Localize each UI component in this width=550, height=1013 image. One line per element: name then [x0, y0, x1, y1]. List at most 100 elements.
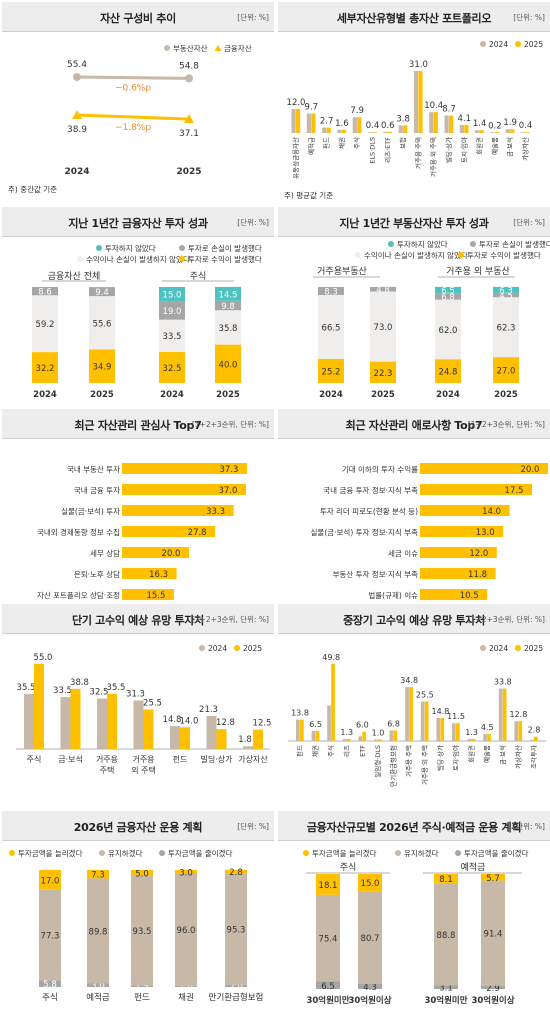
- data-label: 3.1: [439, 984, 453, 994]
- data-label: 2.0: [229, 982, 243, 992]
- bar: [216, 729, 227, 749]
- y-tick-label: 국내 금융 투자 정보·지식 부족: [323, 485, 418, 495]
- bar: [342, 738, 347, 741]
- bar-segment: [370, 361, 396, 383]
- x-tick-label: 가상자산: [521, 137, 530, 161]
- unit-label: [단위: %]: [513, 218, 545, 227]
- bar: [405, 687, 409, 741]
- x-tick-label: 2024: [436, 390, 460, 400]
- bar: [420, 568, 496, 579]
- data-label: 6.0: [356, 721, 369, 730]
- bar: [122, 484, 246, 495]
- bar: [471, 738, 476, 741]
- unit-label: [1+2+3순위, 단위: %]: [191, 420, 269, 429]
- data-label: 6.5: [441, 287, 455, 297]
- bar: [521, 132, 526, 133]
- bar: [420, 505, 510, 516]
- legend-label-increase: 투자금액을 늘리겠다: [18, 848, 83, 858]
- data-label: 77.3: [41, 931, 60, 941]
- bar-segment: [159, 351, 185, 383]
- legend-swatch-keep: [395, 850, 401, 856]
- group-label: 금융자산 전체: [48, 271, 101, 282]
- data-point: [185, 74, 193, 83]
- data-label: 12.5: [253, 719, 272, 729]
- data-label: 4.5: [481, 723, 494, 732]
- data-label: 62.3: [497, 324, 516, 334]
- bar-segment: [434, 985, 458, 989]
- bar-segment: [131, 870, 153, 876]
- data-label: 73.0: [374, 323, 393, 333]
- x-tick-label: 주식: [27, 755, 42, 764]
- panel-asset-composition: 자산 구성비 추이 [단위: %] 부동산자산 금융자산 55.4 54.8 −0.6%p…: [2, 2, 274, 204]
- data-label: 37.3: [219, 465, 238, 475]
- bar-segment: [435, 293, 461, 300]
- data-point: [73, 73, 81, 81]
- data-label: 1.3: [340, 728, 353, 737]
- bar-segment: [358, 891, 382, 985]
- x-tick-label: 리츠·ETF: [383, 137, 392, 163]
- data-label: 33.3: [206, 507, 225, 517]
- panel-title: 중장기 고수익 예상 유망 투자처: [343, 614, 485, 627]
- data-label: 3.0: [91, 982, 105, 992]
- bar: [420, 484, 532, 495]
- data-label: 1.0: [179, 983, 193, 993]
- legend-label-profit: 투자로 수익이 발생했다: [467, 250, 541, 260]
- data-label: 14.5: [219, 290, 238, 300]
- x-tick-label: 가상자산: [513, 745, 522, 769]
- bar: [122, 547, 189, 558]
- data-label: 12.8: [216, 718, 235, 728]
- x-tick-label: 펀드: [173, 755, 188, 764]
- panel-portfolio: 세부자산유형별 총자산 포트폴리오 [단위: %] 2024 2025 12.0 유동성…: [278, 2, 550, 204]
- panel-title: 지난 1년간 금융자산 투자 성과: [68, 217, 208, 230]
- legend-label-decrease: 투자금액을 줄이겠다: [168, 848, 233, 858]
- panel-header: 최근 자산관리 애로사항 Top7 [1+2+3순위, 단위: %]: [278, 409, 550, 439]
- bar: [518, 721, 523, 741]
- panel-header: 금융자산규모별 2026년 주식·예적금 운용 계획 [단위: %]: [278, 811, 550, 841]
- x-tick-label: 2025: [216, 390, 240, 400]
- data-label: 15.0: [361, 879, 380, 889]
- legend-swatch-not-invested: [388, 241, 394, 247]
- bar: [315, 730, 320, 741]
- panel-title: 단기 고수익 예상 유망 투자처: [72, 614, 204, 627]
- bar: [170, 726, 180, 749]
- panel-title: 세부자산유형별 총자산 포트폴리오: [336, 12, 492, 25]
- data-label: 35.5: [107, 683, 126, 693]
- bar: [24, 693, 34, 749]
- x-tick-label: 가상자산: [238, 754, 268, 764]
- bar: [341, 129, 347, 133]
- bar: [444, 115, 449, 133]
- data-label: 14.0: [482, 507, 501, 517]
- panel-difficulties: 최근 자산관리 애로사항 Top7 [1+2+3순위, 단위: %] 20.0 기대…: [278, 409, 550, 611]
- data-label: 3.8: [396, 114, 410, 124]
- bar-segment: [87, 878, 109, 984]
- data-label: 15.0: [163, 291, 182, 301]
- bar-segment: [370, 286, 396, 292]
- bar: [456, 723, 460, 741]
- bar-segment: [175, 873, 197, 986]
- bar: [206, 715, 217, 749]
- bar: [133, 700, 144, 749]
- data-label: 88.8: [437, 931, 456, 941]
- bar-segment: [493, 357, 519, 383]
- bar: [346, 738, 351, 741]
- unit-label: [단위: %]: [237, 218, 269, 227]
- legend-swatch-2025: [515, 41, 521, 47]
- legend-label-none: 수익이나 손실이 발생하지 않았다: [364, 250, 468, 260]
- legend-label-loss: 투자로 손실이 발생했다: [479, 239, 550, 249]
- bar: [464, 124, 469, 133]
- x-tick-label: 펀드: [134, 993, 150, 1003]
- footnote: 주) 평균값 기준: [284, 190, 333, 200]
- bar: [389, 730, 394, 741]
- data-label: 33.8: [494, 678, 512, 687]
- bar: [420, 589, 488, 600]
- data-label: 8.7: [442, 105, 456, 115]
- x-tick-label: 2024: [319, 390, 343, 400]
- legend-label-loss: 투자로 손실이 발생했다: [188, 243, 262, 253]
- bar: [322, 127, 327, 133]
- legend-label-2025: 2025: [524, 40, 543, 49]
- bar: [459, 124, 464, 133]
- data-label: 31.0: [409, 60, 428, 70]
- bar-segment: [215, 300, 241, 311]
- data-label: 22.3: [374, 369, 393, 379]
